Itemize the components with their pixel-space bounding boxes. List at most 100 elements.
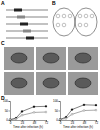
organelle [84,14,88,18]
y-tick: 100 [53,99,60,103]
x-tick: 72 [45,120,49,125]
micrograph [68,72,98,95]
cell-diagram [53,8,97,36]
micrographs [4,47,98,95]
y-tick-mark [59,101,61,102]
data-point [45,105,47,107]
organelle [62,14,66,18]
gene-box [17,16,25,19]
y-tick-label: 0 [56,118,58,122]
y-tick-mark [9,101,11,102]
organelle [68,14,72,18]
gene-box [26,37,34,40]
data-point [65,118,67,120]
series-line [10,106,46,119]
x-tick-label: 72 [95,121,99,125]
mitochondrion [43,53,59,63]
figure: ABCD0244872050100Time after infection (h… [0,0,100,130]
micrograph [68,47,98,70]
data-point [83,104,85,106]
organelle [62,23,66,27]
y-tick-label: 0 [6,118,8,122]
y-tick: 0 [56,118,60,122]
organelle [84,23,88,27]
data-point [9,119,11,121]
mitochondrion [11,53,27,63]
data-point [83,110,85,112]
y-tick-label: 50 [55,109,59,113]
organelle [78,23,82,27]
panel-label: A [1,0,5,6]
y-axis-line [59,102,61,121]
x-tick-label: 72 [45,121,49,125]
x-axis-line [11,121,47,122]
panel-label: C [1,40,5,46]
y-tick: 100 [3,99,10,103]
y-tick-mark [9,111,11,112]
data-point [21,114,23,116]
x-axis-title: Time after infection (h) [63,125,93,129]
construct-diagram [6,9,48,40]
mitochondrion [75,53,91,63]
y-tick: 0 [6,118,10,122]
series-line [60,110,96,119]
line-chart: 0244872050100Time after infection (h) [3,99,49,128]
data-point [95,104,97,106]
plot-area [9,105,47,120]
y-tick-mark [59,111,61,112]
gene-box [23,30,31,33]
data-point [71,109,73,111]
data-point [15,118,17,120]
y-axis: 0 50 100 [53,99,61,122]
micrograph [4,72,34,95]
x-tick: 72 [95,120,99,125]
organelle [56,23,60,27]
line-chart: 0244872050100Time after infection (h) [53,99,99,128]
series-line [60,105,96,120]
micrograph [36,72,66,95]
data-point [33,112,35,114]
organelle [78,14,82,18]
mitochondrion [11,78,27,88]
cell-outline [75,8,97,36]
construct-line [6,17,48,18]
y-tick: 50 [55,109,60,113]
y-axis: 0 50 100 [3,99,11,122]
data-point [9,119,11,121]
organelle [56,14,60,18]
series-line [10,112,46,120]
micrograph [4,47,34,70]
x-axis-line [61,121,97,122]
construct-line [6,24,48,25]
mitochondrion [43,78,59,88]
data-point [59,119,61,121]
organelle [90,14,94,18]
y-tick-label: 50 [5,109,9,113]
x-tick: 0 [10,120,12,125]
data-point [21,111,23,113]
panel-label: B [52,0,56,6]
plot-area [59,104,97,120]
data-point [71,113,73,115]
data-point [15,117,17,119]
x-tick-label: 0 [10,121,12,125]
gene-box [14,9,22,12]
y-tick-label: 100 [3,99,8,103]
construct-line [6,31,48,32]
construct-line [6,38,48,39]
x-axis-title: Time after infection (h) [13,125,43,129]
mitochondrion [75,78,91,88]
data-point [45,111,47,113]
construct-line [6,10,48,11]
x-tick-label: 0 [60,121,62,125]
y-tick-label: 100 [53,99,58,103]
data-point [33,106,35,108]
y-axis-line [9,102,11,121]
data-point [59,119,61,121]
cell-outline [53,8,75,36]
y-tick: 50 [5,109,10,113]
data-point [95,109,97,111]
gene-box [20,23,28,26]
x-tick: 0 [60,120,62,125]
micrograph [36,47,66,70]
